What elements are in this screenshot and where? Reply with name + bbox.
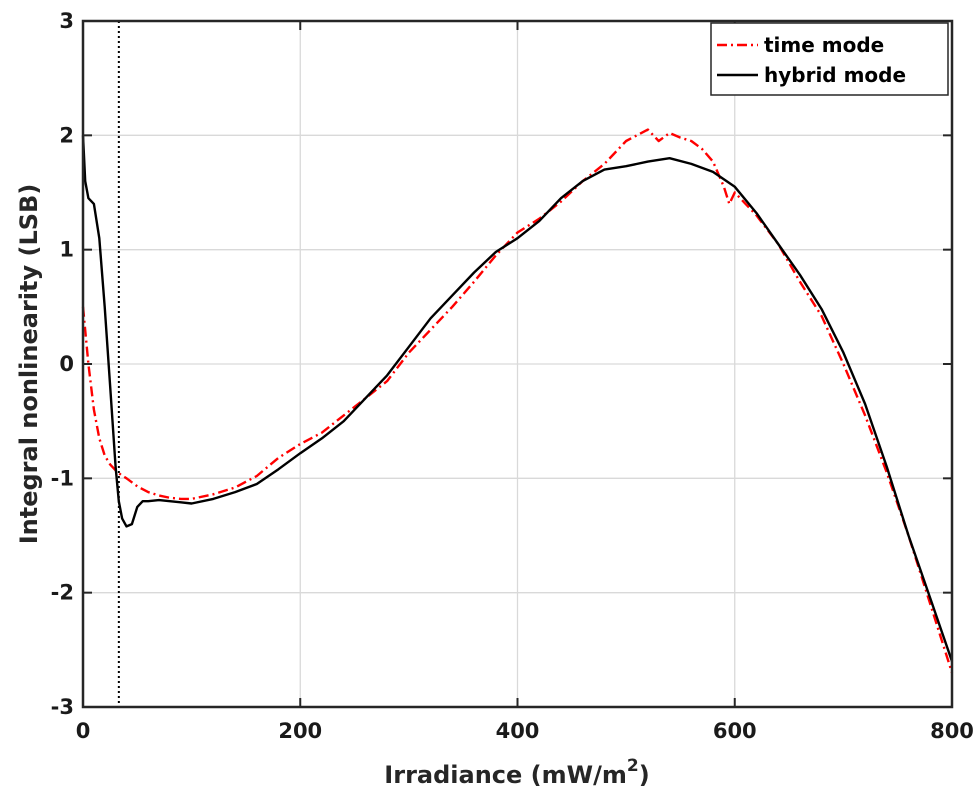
series-line-hybrid-mode <box>81 135 954 662</box>
x-tick-label: 400 <box>496 719 540 743</box>
y-tick-label: -2 <box>51 581 74 605</box>
y-tick-label: 3 <box>59 9 74 33</box>
data-series <box>81 128 954 674</box>
x-axis-label: Irradiance (mW/m2) <box>384 756 649 789</box>
legend-label-time-mode: time mode <box>764 33 884 57</box>
x-tick-label: 800 <box>930 719 974 743</box>
y-tick-label: 1 <box>59 238 74 262</box>
legend-label-hybrid-mode: hybrid mode <box>764 63 906 87</box>
y-axis-label: Integral nonlinearity (LSB) <box>15 184 43 545</box>
tick-labels: 0 200 400 600 800 -3 -2 -1 0 1 2 3 <box>51 9 974 743</box>
y-tick-label: 2 <box>59 123 74 147</box>
x-tick-label: 0 <box>76 719 91 743</box>
x-tick-label: 600 <box>713 719 757 743</box>
series-line-time-mode <box>81 128 954 674</box>
y-tick-label: -1 <box>51 466 74 490</box>
x-tick-label: 200 <box>278 719 322 743</box>
y-tick-label: -3 <box>51 695 74 719</box>
legend: time mode hybrid mode <box>710 22 949 96</box>
y-tick-label: 0 <box>59 352 74 376</box>
legend-box <box>710 22 949 96</box>
